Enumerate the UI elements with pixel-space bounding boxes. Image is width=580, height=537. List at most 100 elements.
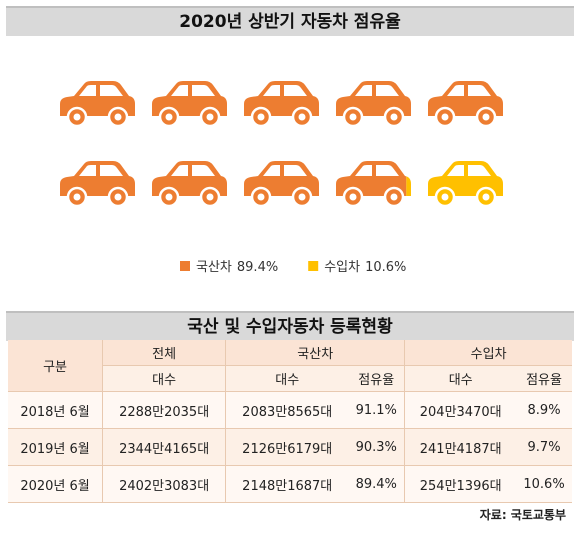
wheel-hub: [390, 113, 398, 121]
wheel-ring: [342, 186, 364, 208]
wheel-ring: [342, 106, 364, 128]
wheel-hub: [73, 193, 81, 201]
car-fill: [406, 161, 411, 205]
car-window: [284, 85, 307, 96]
car-window: [100, 85, 123, 96]
wheel-ring: [158, 186, 180, 208]
table-cell: 9.7%: [516, 428, 572, 466]
table-cell: 2019년 6월: [8, 428, 103, 466]
table-cell: 2288만2035대: [102, 391, 226, 429]
car-icon: [336, 161, 411, 208]
car-window: [376, 85, 399, 96]
car-window: [468, 165, 491, 176]
table-cell: 241만4187대: [404, 428, 517, 466]
car-window: [171, 85, 188, 96]
wheel-ring: [107, 186, 129, 208]
car-window: [447, 85, 464, 96]
car-window: [468, 85, 491, 96]
header-cell: 구분: [8, 340, 103, 392]
wheel-hub: [441, 113, 449, 121]
table-cell: 2344만4165대: [102, 428, 226, 466]
car-window: [192, 85, 215, 96]
car-icon: [244, 81, 319, 128]
legend-label: 수입차: [324, 260, 360, 275]
car-icon: [244, 161, 319, 208]
wheel-hub: [165, 113, 173, 121]
wheel-ring: [383, 106, 405, 128]
wheel-ring: [158, 106, 180, 128]
wheel-hub: [482, 193, 490, 201]
wheel-ring: [475, 186, 497, 208]
wheel-ring: [250, 186, 272, 208]
chart-title: 2020년 상반기 자동차 점유율: [6, 6, 574, 36]
car-icon: [152, 81, 227, 128]
header-cell: 국산차: [225, 340, 405, 366]
table-cell: 2020년 6월: [8, 465, 103, 503]
car-window: [263, 85, 280, 96]
car-icon: [60, 81, 135, 128]
car-window: [79, 85, 96, 96]
table-cell: 2018년 6월: [8, 391, 103, 429]
wheel-hub: [114, 193, 122, 201]
wheel-ring: [66, 186, 88, 208]
table-cell: 254만1396대: [404, 465, 517, 503]
car-window: [355, 85, 372, 96]
wheel-hub: [257, 193, 265, 201]
table-cell: 8.9%: [516, 391, 572, 429]
table-cell: 89.4%: [348, 465, 405, 503]
car-window: [100, 165, 123, 176]
table-cell: 2126만6179대: [225, 428, 349, 466]
car-window: [376, 165, 399, 176]
car-window: [79, 165, 96, 176]
subheader-cell: 점유율: [516, 365, 572, 392]
wheel-ring: [199, 106, 221, 128]
table: 구분 전체 국산차 수입차 대수 대수 점유율 대수 점유율 2018년 6월 2…: [8, 340, 572, 503]
wheel-ring: [434, 106, 456, 128]
legend-swatch: [180, 261, 190, 271]
legend-value: 89.4%: [237, 260, 278, 275]
wheel-hub: [114, 113, 122, 121]
car-icon: [60, 161, 135, 208]
table-cell: 10.6%: [516, 465, 572, 503]
car-window: [263, 165, 280, 176]
wheel-ring: [291, 106, 313, 128]
car-icon: [428, 81, 503, 128]
wheel-hub: [257, 113, 265, 121]
wheel-hub: [349, 193, 357, 201]
legend-swatch: [308, 261, 319, 271]
subheader-cell: 대수: [404, 365, 517, 392]
legend-value: 10.6%: [365, 260, 406, 275]
chart: 국산차 89.4% 수입차 10.6%: [60, 81, 503, 275]
wheel-ring: [383, 186, 405, 208]
wheel-hub: [298, 113, 306, 121]
table-cell: 204만3470대: [404, 391, 517, 429]
table-title: 국산 및 수입자동차 등록현황: [6, 311, 574, 341]
subheader-cell: 대수: [102, 365, 226, 392]
car-window: [284, 165, 307, 176]
wheel-hub: [390, 193, 398, 201]
header-cell: 수입차: [404, 340, 572, 366]
wheel-ring: [434, 186, 456, 208]
car-icon: [336, 81, 411, 128]
subheader-cell: 점유율: [348, 365, 405, 392]
wheel-hub: [441, 193, 449, 201]
wheel-hub: [73, 113, 81, 121]
table-cell: 91.1%: [348, 391, 405, 429]
table-cell: 2148만1687대: [225, 465, 349, 503]
wheel-ring: [66, 106, 88, 128]
table-cell: 90.3%: [348, 428, 405, 466]
wheel-hub: [482, 113, 490, 121]
table-cell: 2402만3083대: [102, 465, 226, 503]
car-icon: [428, 161, 503, 208]
table-cell: 2083만8565대: [225, 391, 349, 429]
wheel-hub: [165, 193, 173, 201]
wheel-ring: [107, 106, 129, 128]
car-window: [447, 165, 464, 176]
wheel-ring: [475, 106, 497, 128]
car-icon: [152, 161, 227, 208]
car-window: [192, 165, 215, 176]
wheel-hub: [298, 193, 306, 201]
wheel-ring: [199, 186, 221, 208]
car-window: [355, 165, 372, 176]
